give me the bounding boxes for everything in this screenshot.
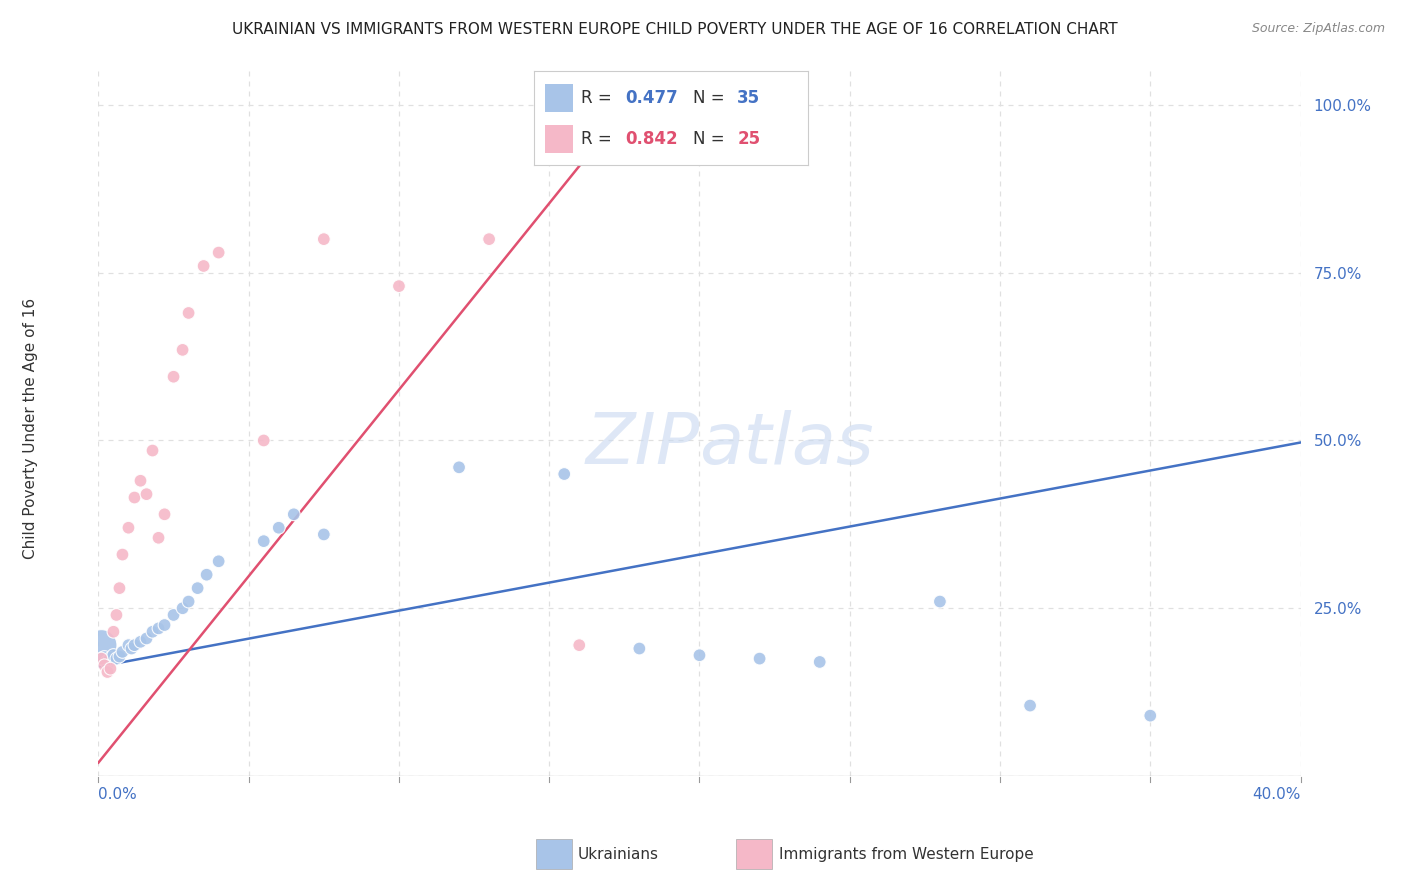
Text: Ukrainians: Ukrainians	[578, 847, 659, 862]
Point	[105, 651, 128, 665]
Point	[103, 624, 125, 639]
Text: Immigrants from Western Europe: Immigrants from Western Europe	[779, 847, 1033, 862]
Point	[478, 232, 501, 246]
Text: ZIP: ZIP	[585, 410, 700, 479]
Point	[111, 548, 134, 562]
Point	[96, 655, 118, 669]
Text: 35: 35	[737, 88, 761, 106]
Point	[111, 645, 134, 659]
Point	[135, 632, 157, 646]
Point	[808, 655, 831, 669]
Text: UKRAINIAN VS IMMIGRANTS FROM WESTERN EUROPE CHILD POVERTY UNDER THE AGE OF 16 CO: UKRAINIAN VS IMMIGRANTS FROM WESTERN EUR…	[232, 22, 1118, 37]
Point	[148, 531, 170, 545]
Point	[105, 607, 128, 622]
Point	[148, 621, 170, 635]
Point	[628, 641, 651, 656]
Point	[129, 635, 152, 649]
Point	[117, 521, 139, 535]
Point	[124, 638, 146, 652]
Point	[172, 601, 194, 615]
Text: N =: N =	[693, 88, 730, 106]
Point	[195, 567, 218, 582]
Point	[172, 343, 194, 357]
Point	[253, 434, 276, 448]
Point	[253, 534, 276, 549]
Point	[103, 648, 125, 663]
Point	[312, 232, 335, 246]
Bar	[546, 125, 572, 153]
Text: 25: 25	[737, 130, 761, 148]
Point	[388, 279, 411, 293]
Point	[108, 649, 131, 664]
Text: atlas: atlas	[700, 410, 875, 479]
Point	[96, 665, 118, 679]
Point	[124, 491, 146, 505]
Text: R =: R =	[581, 130, 617, 148]
Text: Source: ZipAtlas.com: Source: ZipAtlas.com	[1251, 22, 1385, 36]
Point	[187, 581, 209, 595]
Point	[447, 460, 470, 475]
Point	[312, 527, 335, 541]
Point	[208, 245, 231, 260]
Point	[129, 474, 152, 488]
Text: R =: R =	[581, 88, 617, 106]
Point	[1019, 698, 1042, 713]
Text: 0.477: 0.477	[624, 88, 678, 106]
Point	[90, 651, 112, 665]
Point	[121, 641, 143, 656]
Point	[208, 554, 231, 568]
Point	[162, 607, 184, 622]
Point	[267, 521, 290, 535]
Point	[100, 651, 122, 665]
Point	[93, 651, 115, 665]
Point	[135, 487, 157, 501]
Point	[108, 581, 131, 595]
Point	[929, 594, 952, 608]
Text: 0.842: 0.842	[624, 130, 678, 148]
Text: Child Poverty Under the Age of 16: Child Poverty Under the Age of 16	[24, 298, 38, 558]
Bar	[536, 839, 572, 869]
Point	[553, 467, 575, 481]
Point	[748, 651, 770, 665]
Point	[162, 369, 184, 384]
Point	[141, 624, 163, 639]
Point	[153, 618, 176, 632]
Point	[153, 508, 176, 522]
Bar	[546, 84, 572, 112]
Point	[193, 259, 215, 273]
Point	[117, 638, 139, 652]
Point	[568, 638, 591, 652]
Bar	[737, 839, 772, 869]
Point	[93, 658, 115, 673]
Text: N =: N =	[693, 130, 730, 148]
Point	[90, 638, 112, 652]
Point	[689, 648, 711, 663]
Point	[141, 443, 163, 458]
Text: 40.0%: 40.0%	[1253, 787, 1301, 802]
Point	[1139, 708, 1161, 723]
Point	[100, 662, 122, 676]
Point	[177, 306, 200, 320]
Text: 0.0%: 0.0%	[98, 787, 138, 802]
Point	[283, 508, 305, 522]
Point	[177, 594, 200, 608]
